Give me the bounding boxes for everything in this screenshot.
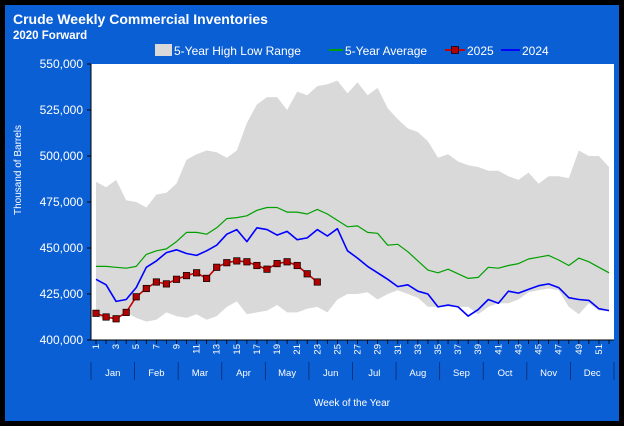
point-2025-week-10 [182,272,191,280]
y-tick-label: 475,000 [40,195,84,209]
x-tick-label: 51 [594,344,605,355]
y-tick-label: 500,000 [40,149,84,163]
legend: 5-Year High Low Range 5-Year Average 202… [155,44,549,58]
month-label: Aug [409,368,426,379]
x-tick-label: 21 [292,344,303,355]
y-axis: 400,000 425,000 450,000 475,000 500,000 525,0… [40,57,92,347]
x-tick-label: 23 [312,344,323,355]
legend-label-2024: 2024 [522,44,549,58]
x-tick-label: 27 [353,344,364,355]
x-tick-label: 7 [151,344,162,349]
chart-title: Crude Weekly Commercial Inventories [13,11,268,27]
x-tick-label: 17 [252,344,263,355]
x-tick-label: 47 [554,344,565,355]
point-2025-week-9 [172,275,181,283]
point-2025-week-22 [303,270,311,278]
month-label: May [278,368,296,379]
point-2025-week-12 [203,274,211,282]
chart-subtitle: 2020 Forward [13,30,87,42]
x-tick-label: 31 [393,344,404,355]
x-tick-label: 45 [534,344,545,355]
month-label: Dec [584,368,601,379]
series-line-2024 [95,227,610,317]
x-axis-label: Week of the Year [314,398,391,409]
y-tick-label: 450,000 [40,241,84,255]
x-tick-label: 15 [232,344,243,355]
x-tick-label: 33 [413,344,424,355]
point-2025-week-5 [132,293,140,301]
month-label: Jan [105,368,120,379]
point-2025-week-8 [162,280,170,288]
point-2025-week-17 [253,261,261,270]
legend-label-avg: 5-Year Average [345,44,427,58]
x-tick-label: 9 [172,344,183,349]
y-axis-label: Thousand of Barrels [13,125,24,215]
series-line-5yr-average [96,206,610,279]
y-tick-label: 425,000 [40,287,84,301]
point-2025-week-13 [213,263,221,271]
x-tick-label: 29 [373,344,384,355]
month-label: Jul [368,368,380,379]
point-2025-week-15 [233,257,241,265]
plot-content [92,80,610,323]
x-tick-label: 13 [212,344,223,355]
x-tick-label: 35 [433,344,444,355]
month-label: Oct [498,368,513,379]
legend-label-2025: 2025 [467,44,494,58]
y-tick-label: 525,000 [40,103,84,117]
month-label: Mar [192,368,208,379]
month-label: Apr [236,368,251,379]
legend-label-range: 5-Year High Low Range [174,44,301,58]
point-2025-week-14 [223,259,231,267]
x-tick-label: 41 [493,344,504,355]
point-2025-week-6 [142,284,150,293]
x-tick-label: 11 [192,344,203,354]
month-label: Jun [323,368,338,379]
point-2025-week-16 [243,258,251,266]
month-label: Sep [453,368,470,379]
point-2025-week-11 [193,269,201,277]
x-tick-label: 5 [131,344,142,349]
point-2025-week-23 [313,278,321,286]
point-2025-week-2 [102,313,110,321]
x-tick-label: 49 [574,344,585,355]
month-label: Feb [148,368,164,379]
point-2025-week-21 [293,261,301,270]
y-tick-label: 550,000 [40,57,84,71]
x-tick-label: 1 [91,344,102,349]
x-tick-label: 37 [453,344,464,355]
x-tick-label: 39 [473,344,484,355]
x-tick-label: 3 [111,344,122,349]
x-tick-label: 19 [272,344,283,355]
legend-marker-2025 [451,46,459,54]
point-2025-week-18 [263,265,271,273]
y-tick-label: 400,000 [40,333,84,347]
x-tick-label: 25 [332,344,343,355]
point-2025-week-20 [283,258,291,266]
point-2025-week-4 [122,308,130,316]
x-axis: 1 3 5 7 9 11 13 15 17 19 21 23 25 27 29 31 33 35 37 39 41 43 4… [91,339,614,355]
legend-swatch-range [155,44,172,56]
x-tick-label: 43 [514,344,525,355]
month-labels: Jan Feb Mar Apr May Jun Jul Aug Sep Oct Nov Dec [90,362,615,380]
point-2025-week-1 [92,309,100,317]
point-2025-week-7 [152,278,160,286]
month-label: Nov [540,368,557,379]
point-2025-week-3 [112,315,120,323]
point-2025-week-19 [273,260,281,268]
